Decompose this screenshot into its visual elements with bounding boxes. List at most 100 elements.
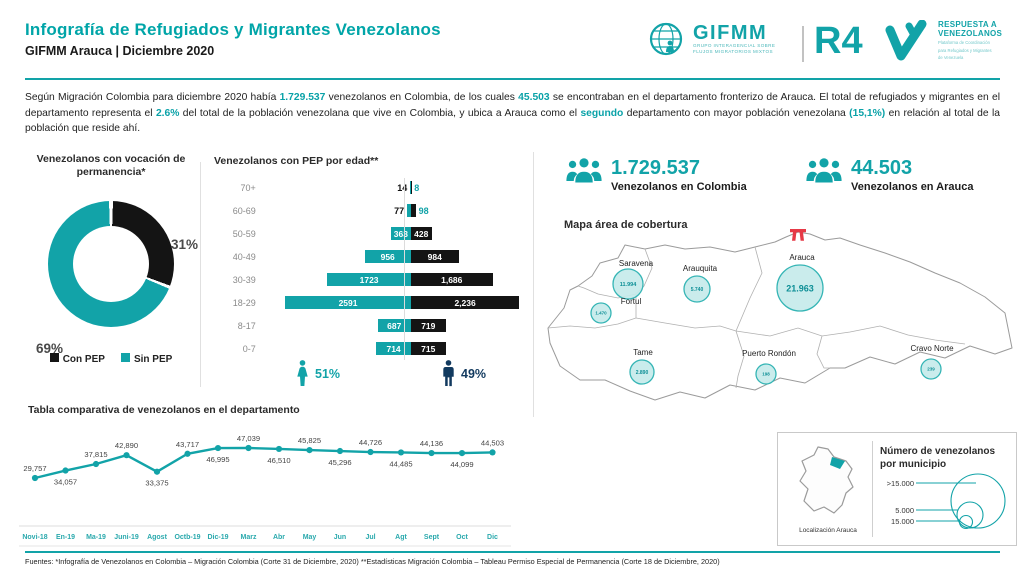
municipio-value: 239 <box>927 367 935 372</box>
trend-point <box>245 444 252 452</box>
male-zone: 8 <box>410 181 560 194</box>
donut-label-con-pep: 31% <box>170 237 198 253</box>
donut-chart-section: Venezolanos con vocación de permanencia*… <box>28 153 198 365</box>
trend-x-label: Abr <box>273 534 285 541</box>
r4v-mark-icon: R4 <box>814 20 927 62</box>
trend-point <box>153 468 161 475</box>
age-label: 60-69 <box>232 205 256 216</box>
trend-x-label: Ma-19 <box>86 534 106 541</box>
gifmm-logo: GIFMM GRUPO INTERAGENCIAL SOBRE FLUJOS M… <box>645 18 775 60</box>
intro-text: se encontraban en el departamento fronte… <box>25 92 1000 119</box>
female-zone: 14 <box>264 181 411 194</box>
r4v-sub1: Plataforma de Coordinación <box>938 40 990 45</box>
stat-colombia-label: Venezolanos en Colombia <box>611 181 747 193</box>
female-bar: 1723 <box>327 273 411 286</box>
female-icon <box>297 360 308 386</box>
municipio-bubble <box>612 268 644 300</box>
map-title: Mapa área de cobertura <box>564 219 688 231</box>
stat-arauca: 44.503 Venezolanos en Arauca <box>805 158 973 193</box>
legend-item-sin-pep: Sin PEP <box>120 353 172 365</box>
trend-value-label: 37,815 <box>84 450 107 459</box>
female-bar: 956 <box>364 250 411 263</box>
trend-value-label: 43,717 <box>176 440 199 449</box>
pin-icon <box>790 229 806 241</box>
municipio-name: Cravo Norte <box>910 344 954 353</box>
trend-line <box>34 446 493 480</box>
municipio-name: Arauca <box>789 253 815 262</box>
trend-point <box>306 447 313 454</box>
trend-x-label: Jul <box>365 534 375 541</box>
intro-text: Según Migración Colombia para diciembre … <box>25 92 280 103</box>
pyramid-row: 50-59 363 428 <box>210 222 560 245</box>
female-share: 51% <box>296 360 340 387</box>
trend-x-label: Novi-18 <box>22 534 47 541</box>
pyramid-row: 30-39 1723 1,686 <box>210 268 560 291</box>
age-label: 40-49 <box>232 251 256 262</box>
intro-paragraph: Según Migración Colombia para diciembre … <box>25 90 1000 137</box>
female-bar <box>410 181 411 194</box>
trend-value-label: 45,296 <box>328 458 351 467</box>
male-zone: 984 <box>410 250 560 263</box>
female-zone: 714 <box>264 342 411 355</box>
bar-value-label: 14 <box>397 182 408 193</box>
trend-x-label: Oct <box>456 534 468 541</box>
trend-point <box>428 449 435 457</box>
donut-chart-title: Venezolanos con vocación de permanencia* <box>36 153 186 179</box>
intro-highlight: segundo <box>580 107 624 119</box>
trend-x-label: Octb-19 <box>174 534 200 541</box>
municipio-bubble <box>683 275 711 303</box>
female-bar: 714 <box>376 342 411 355</box>
separator-1 <box>200 162 201 387</box>
people-group-icon <box>806 158 842 183</box>
municipio-value: 11.994 <box>620 282 637 288</box>
male-zone: 719 <box>410 319 560 332</box>
municipio-bubble <box>755 363 777 385</box>
male-bar: 719 <box>410 319 446 332</box>
trend-point <box>123 452 130 459</box>
age-label: 50-59 <box>232 228 256 239</box>
female-zone: 687 <box>264 319 411 332</box>
bar-value-label: 98 <box>418 205 429 216</box>
r4v-title1: RESPUESTA A <box>938 20 998 29</box>
female-zone: 1723 <box>264 273 411 286</box>
trend-value-label: 44,726 <box>359 438 382 447</box>
svg-text:R4: R4 <box>814 20 863 62</box>
trend-x-label: Marz <box>241 534 257 541</box>
female-bar <box>407 204 411 217</box>
pyramid-row: 70+ 14 8 <box>210 176 560 199</box>
department-outline <box>547 231 1013 401</box>
legend-divider <box>872 441 873 537</box>
municipio-name: Fortul <box>621 297 642 306</box>
trend-point <box>275 445 283 453</box>
age-label: 18-29 <box>232 297 256 308</box>
arauca-highlight <box>830 457 845 469</box>
stat-arauca-value: 44.503 <box>851 157 913 179</box>
pyramid-row: 60-69 77 98 <box>210 199 560 222</box>
municipio-value: 21.963 <box>786 283 814 293</box>
bubble-size-legend: >15.000 5.000 15.000 <box>887 473 1006 530</box>
colombia-minimap <box>799 446 854 514</box>
municipio-name: Puerto Rondón <box>742 349 796 358</box>
trend-value-label: 29,757 <box>23 464 46 473</box>
trend-value-label: 42,890 <box>115 441 138 450</box>
legend-item-con-pep: Con PEP <box>49 353 105 365</box>
trend-x-label: Dic-19 <box>207 534 228 541</box>
legend-box: Localización Arauca Número de venezolano… <box>777 432 1017 546</box>
sin-pep-swatch <box>120 353 130 363</box>
separator-2 <box>533 152 534 417</box>
trend-value-label: 34,057 <box>54 478 77 487</box>
page-title: Infografía de Refugiados y Migrantes Ven… <box>25 20 441 39</box>
municipio-bubble <box>629 359 655 385</box>
male-bar <box>410 204 416 217</box>
trend-value-label: 47,039 <box>237 434 260 443</box>
trend-x-label: Dic <box>487 534 498 541</box>
male-bar: 1,686 <box>410 273 493 286</box>
male-share: 49% <box>442 360 486 387</box>
trend-point <box>184 450 191 457</box>
municipio-value: 5.740 <box>691 287 704 293</box>
trend-value-label: 46,995 <box>206 455 229 464</box>
pyramid-chart-title: Venezolanos con PEP por edad** <box>214 155 379 167</box>
intro-highlight: 1.729.537 <box>279 92 326 103</box>
age-label: 70+ <box>240 182 256 193</box>
